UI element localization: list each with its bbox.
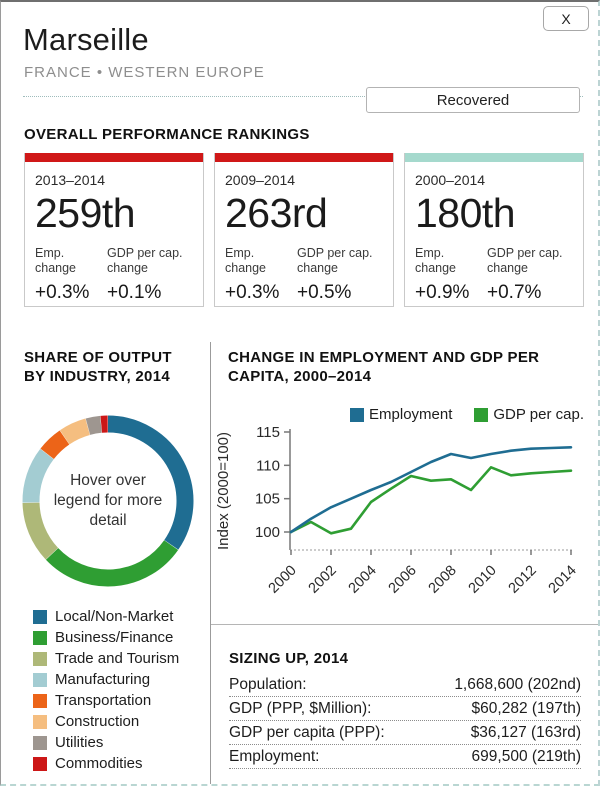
row-label: Employment: [229, 748, 320, 765]
ranking-card-2000-2014: 2000–2014 180th Emp. change +0.9% GDP pe… [404, 153, 584, 307]
page-title: Marseille [23, 22, 149, 57]
svg-text:2002: 2002 [306, 563, 340, 597]
employment-gdp-line-chart: 100 105 110 115 2000 2002 2004 2006 2008 2010 2012… [215, 424, 598, 612]
svg-text:2004: 2004 [346, 563, 380, 597]
legend-item-construction[interactable]: Construction [33, 711, 179, 732]
legend-swatch [33, 609, 47, 624]
column-divider [210, 342, 211, 784]
svg-text:2010: 2010 [466, 563, 500, 597]
legend-label: Transportation [55, 692, 152, 709]
legend-swatch [33, 714, 47, 729]
emp-change-value: +0.9% [415, 282, 470, 303]
emp-change-label: Emp. change [35, 246, 77, 275]
emp-change-value: +0.3% [225, 282, 280, 303]
line-chart-svg: 100 105 110 115 2000 2002 2004 2006 2008 2010 2012… [215, 424, 580, 597]
ranking-cards: 2013–2014 259th Emp. change +0.3% GDP pe… [24, 153, 592, 307]
legend-swatch [33, 735, 47, 750]
emp-change-label: Emp. change [415, 246, 457, 275]
industry-legend: Local/Non-Market Business/Finance Trade … [33, 606, 179, 774]
legend-label: Construction [55, 713, 140, 730]
sizing-up-heading: SIZING UP, 2014 [229, 650, 349, 667]
table-row-gdp-per-capita: GDP per capita (PPP): $36,127 (163rd) [229, 721, 581, 745]
card-rank: 259th [35, 190, 136, 236]
legend-label: Business/Finance [55, 629, 174, 646]
card-period: 2009–2014 [225, 172, 296, 188]
donut-svg [22, 415, 194, 587]
table-row-population: Population: 1,668,600 (202nd) [229, 673, 581, 697]
gdp-change-value: +0.1% [107, 282, 162, 303]
card-period: 2013–2014 [35, 172, 106, 188]
legend-swatch [474, 407, 489, 422]
sizing-up-table: Population: 1,668,600 (202nd) GDP (PPP, … [229, 673, 581, 769]
industry-donut-chart: Hover over legend for more detail [18, 411, 198, 591]
svg-text:105: 105 [255, 491, 280, 508]
gdp-change-value: +0.5% [297, 282, 352, 303]
sizing-divider [211, 624, 598, 625]
legend-item-commodities[interactable]: Commodities [33, 753, 179, 774]
row-value: 699,500 (219th) [471, 748, 581, 765]
svg-text:115: 115 [256, 425, 280, 441]
legend-item-employment[interactable]: Employment [350, 406, 452, 423]
legend-label: Commodities [55, 755, 143, 772]
legend-label: Local/Non-Market [55, 608, 174, 625]
svg-text:2012: 2012 [506, 563, 540, 597]
card-accent-bar [405, 153, 583, 162]
svg-text:2008: 2008 [426, 563, 460, 597]
close-button[interactable]: X [543, 6, 589, 31]
legend-swatch [33, 672, 47, 687]
emp-change-value: +0.3% [35, 282, 90, 303]
legend-swatch [33, 630, 47, 645]
rankings-heading: OVERALL PERFORMANCE RANKINGS [24, 126, 310, 143]
line-chart-legend: Employment GDP per cap. [228, 406, 584, 423]
legend-item-utilities[interactable]: Utilities [33, 732, 179, 753]
header-divider [23, 96, 583, 97]
card-accent-bar [215, 153, 393, 162]
employment-gdp-heading: CHANGE IN EMPLOYMENT AND GDP PER CAPITA,… [228, 349, 540, 385]
table-row-gdp: GDP (PPP, $Million): $60,282 (197th) [229, 697, 581, 721]
gdp-change-label: GDP per cap. change [107, 246, 183, 275]
legend-swatch [33, 693, 47, 708]
ranking-card-2013-2014: 2013–2014 259th Emp. change +0.3% GDP pe… [24, 153, 204, 307]
legend-item-local-non-market[interactable]: Local/Non-Market [33, 606, 179, 627]
row-value: $36,127 (163rd) [470, 724, 581, 741]
svg-text:2006: 2006 [386, 563, 420, 597]
gdp-change-label: GDP per cap. change [487, 246, 563, 275]
card-rank: 263rd [225, 190, 328, 236]
row-value: $60,282 (197th) [471, 700, 581, 717]
row-label: Population: [229, 676, 307, 693]
svg-text:110: 110 [256, 457, 280, 474]
legend-label: Utilities [55, 734, 104, 751]
ranking-card-2009-2014: 2009–2014 263rd Emp. change +0.3% GDP pe… [214, 153, 394, 307]
legend-label: Trade and Tourism [55, 650, 180, 667]
legend-item-business-finance[interactable]: Business/Finance [33, 627, 179, 648]
legend-swatch [350, 407, 365, 422]
row-value: 1,668,600 (202nd) [454, 676, 581, 693]
share-of-output-heading: SHARE OF OUTPUT BY INDUSTRY, 2014 [24, 349, 172, 385]
table-row-employment: Employment: 699,500 (219th) [229, 745, 581, 769]
gdp-change-label: GDP per cap. change [297, 246, 373, 275]
svg-text:100: 100 [255, 524, 280, 541]
svg-text:Index (2000=100): Index (2000=100) [216, 432, 232, 550]
card-period: 2000–2014 [415, 172, 486, 188]
legend-swatch [33, 651, 47, 666]
emp-change-label: Emp. change [225, 246, 267, 275]
legend-label: Employment [369, 406, 453, 423]
legend-swatch [33, 756, 47, 771]
svg-text:2000: 2000 [266, 563, 300, 597]
gdp-change-value: +0.7% [487, 282, 542, 303]
legend-item-transportation[interactable]: Transportation [33, 690, 179, 711]
legend-item-trade-and-tourism[interactable]: Trade and Tourism [33, 648, 179, 669]
svg-text:2014: 2014 [546, 563, 580, 597]
row-label: GDP (PPP, $Million): [229, 700, 372, 717]
region-subtitle: FRANCE • WESTERN EUROPE [24, 64, 265, 81]
row-label: GDP per capita (PPP): [229, 724, 385, 741]
legend-label: Manufacturing [55, 671, 151, 688]
legend-label: GDP per cap. [493, 406, 584, 423]
legend-item-gdp-per-cap[interactable]: GDP per cap. [474, 406, 584, 423]
card-accent-bar [25, 153, 203, 162]
recovery-status-button[interactable]: Recovered [366, 87, 580, 113]
card-rank: 180th [415, 190, 516, 236]
legend-item-manufacturing[interactable]: Manufacturing [33, 669, 179, 690]
